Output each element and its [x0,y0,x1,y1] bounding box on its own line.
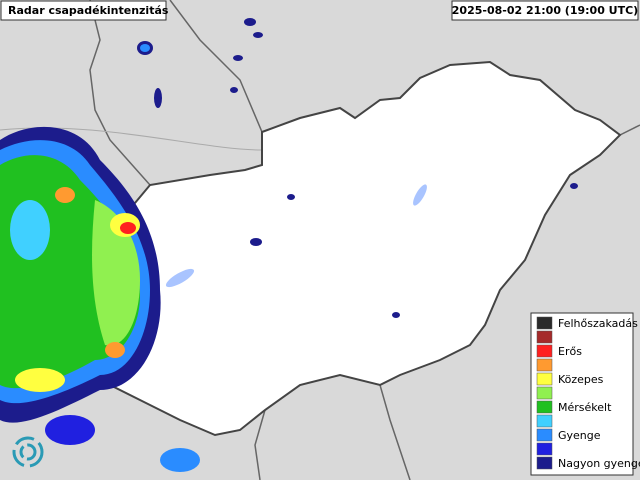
legend-swatch [536,386,553,400]
lake-balaton [165,268,195,288]
timestamp: 2025-08-02 21:00 (19:00 UTC) [452,4,638,17]
legend-label: Gyenge [558,429,601,442]
radar-echoes [0,18,578,472]
legend-swatch [536,358,553,372]
legend-swatch [536,442,553,456]
legend-swatch [536,456,553,470]
legend-label: Mérsékelt [558,401,612,414]
title-box [0,0,167,21]
legend-label: Nagyon gyenge [558,457,640,470]
legend-label: Erős [558,345,582,358]
legend-label: Felhőszakadás [558,317,638,330]
lake-tisza [413,184,427,206]
legend-swatch [536,372,553,386]
legend-swatch [536,428,553,442]
legend-label: Közepes [558,373,604,386]
logo [12,436,44,468]
timestamp-box [451,0,639,21]
legend-swatch [536,330,553,344]
title: Radar csapadékintenzitás [8,4,169,17]
legend-swatch [536,316,553,330]
legend-swatch [536,414,553,428]
legend: Felhőszakadás Erős Közepes Mérsékelt Gyenge N… [536,316,640,470]
legend-swatch [536,400,553,414]
legend-swatch [536,344,553,358]
